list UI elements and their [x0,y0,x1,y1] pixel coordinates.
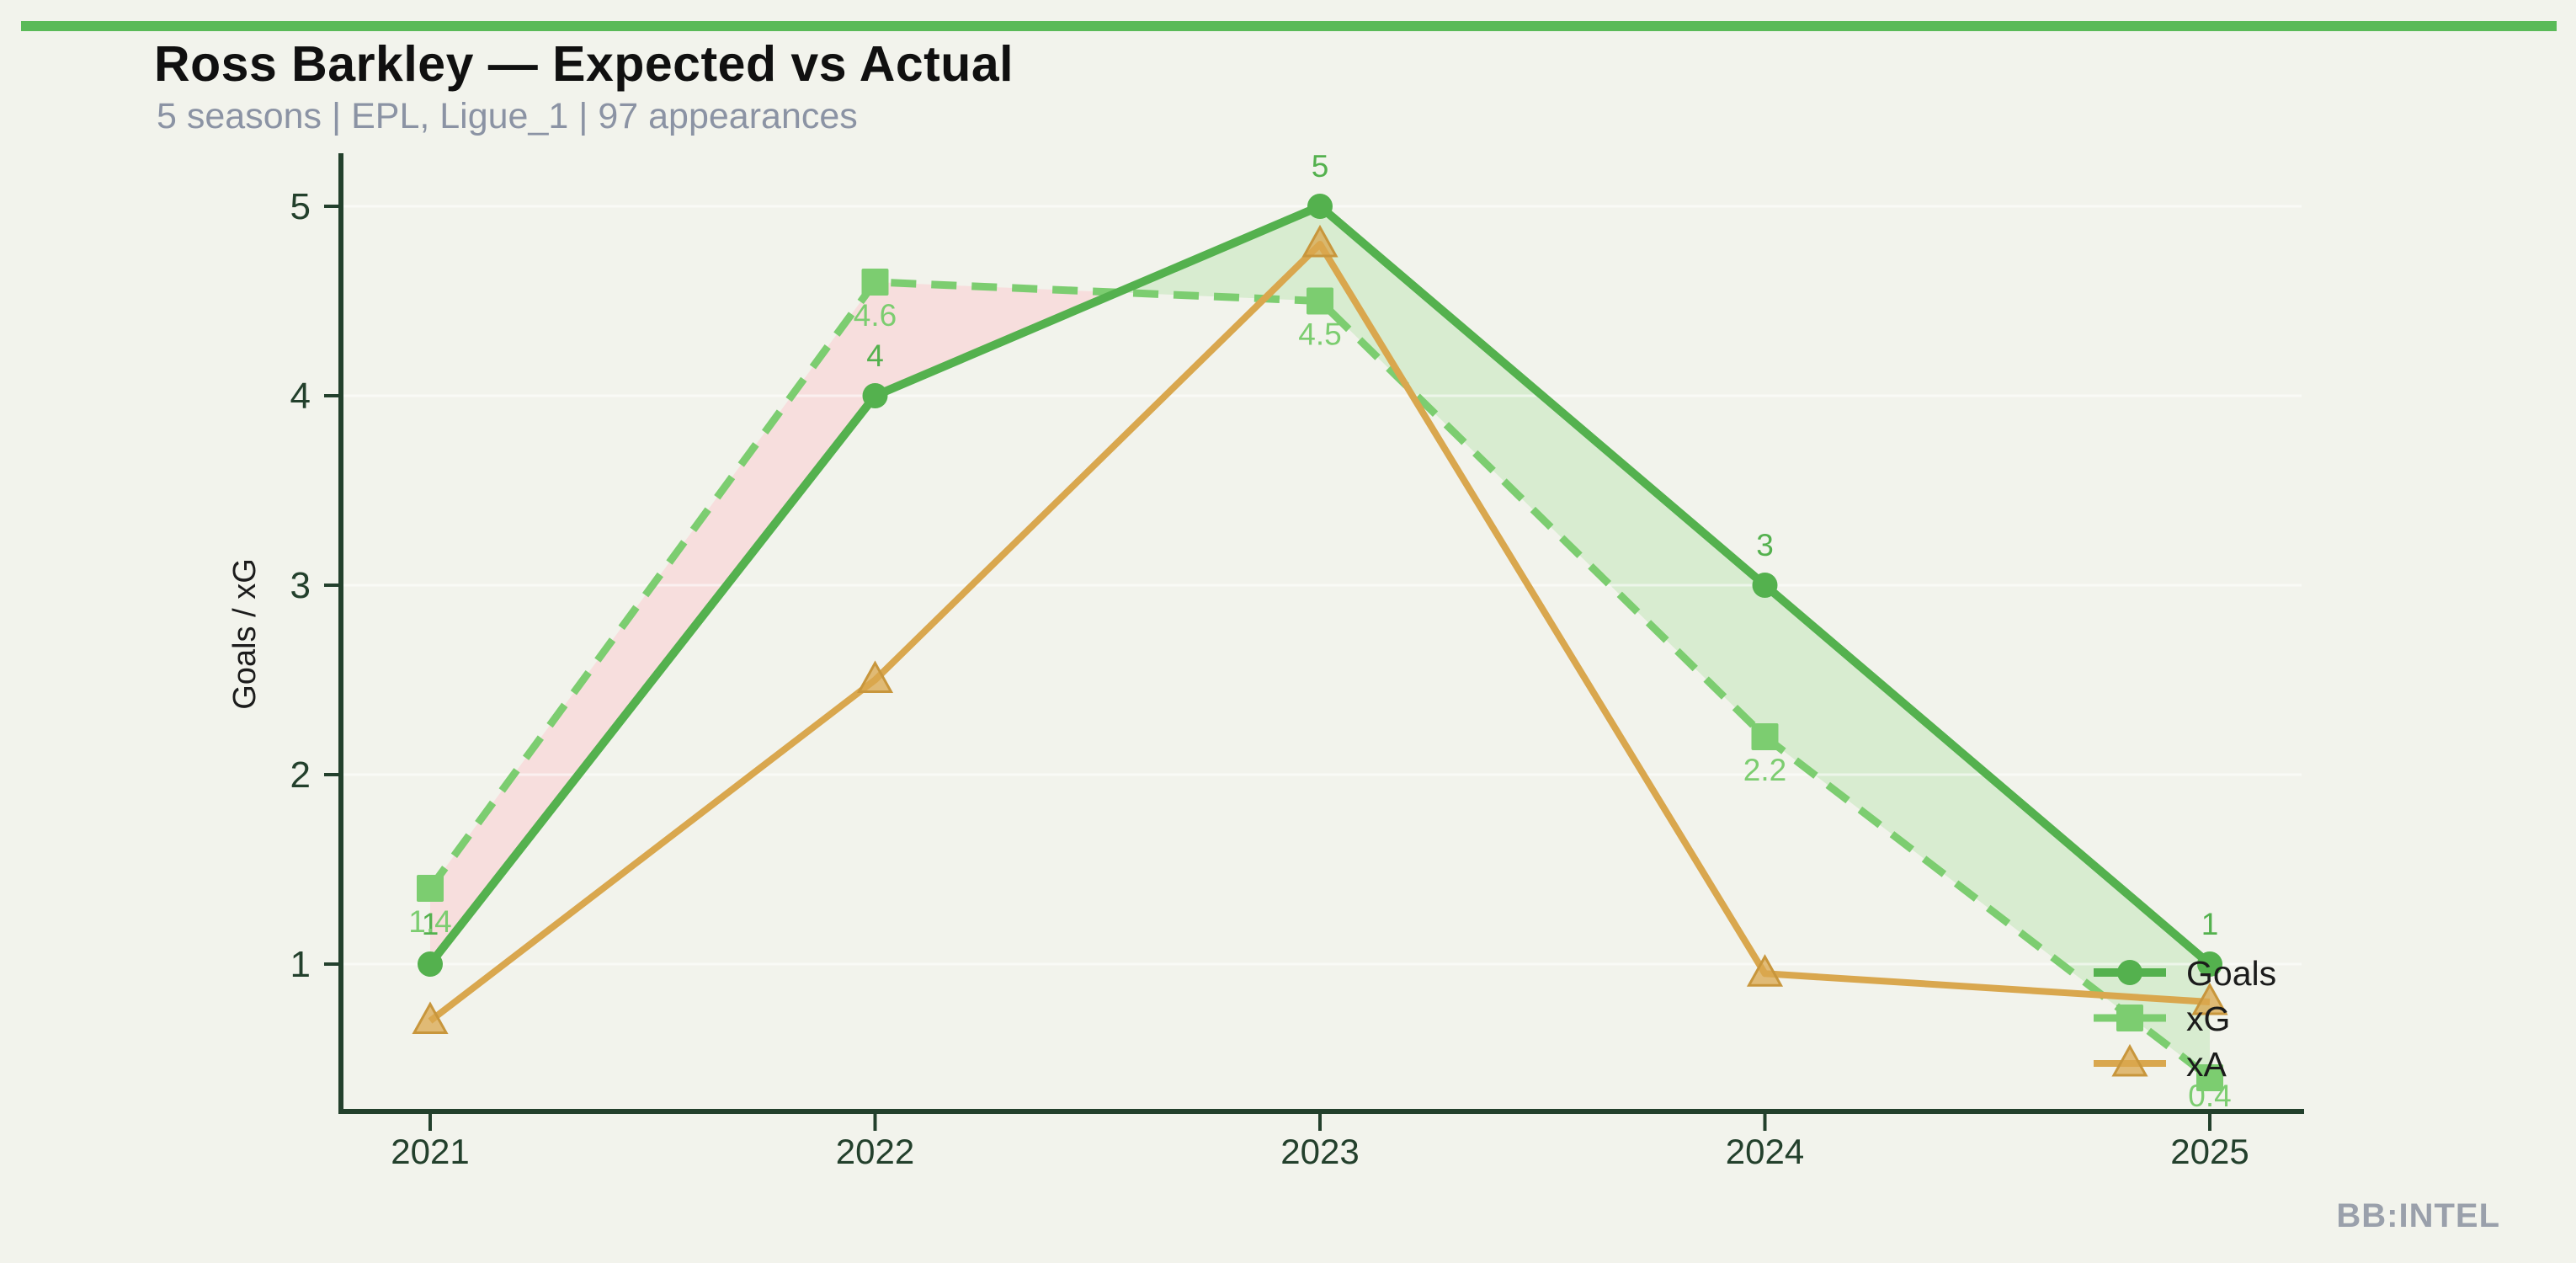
xg-point-label: 4.6 [854,298,897,333]
xg-marker [861,269,889,296]
xg-marker [2116,1005,2143,1031]
goals-marker [1307,194,1333,219]
y-tick-label: 3 [290,565,311,606]
y-tick-label: 5 [290,186,311,227]
x-tick-label: 2025 [2170,1132,2249,1171]
x-tick-label: 2023 [1280,1132,1359,1171]
xa-marker [2191,982,2228,1015]
x-tick-label: 2021 [391,1132,469,1171]
xa-marker [856,660,894,693]
legend-label-xg: xG [2186,999,2230,1038]
xg-point-label: 0.4 [2188,1079,2231,1113]
page-title: Ross Barkley — Expected vs Actual [154,36,1014,92]
goals-point-label: 3 [1756,528,1774,562]
xa-marker [1301,224,1339,258]
xa-marker [2111,1043,2148,1077]
goals-marker [418,951,443,977]
axes: 1 2 3 4 5 2021 2022 2023 2024 2025 Goals / xG [227,153,2304,1171]
goals-point-label: 1 [2201,907,2219,941]
series-xa [412,224,2228,1034]
top-accent-bar [21,21,2557,31]
xa-marker [412,1001,449,1034]
page-subtitle: 5 seasons | EPL, Ligue_1 | 97 appearance… [157,96,858,136]
x-tick-label: 2022 [836,1132,914,1171]
legend-label-goals: Goals [2186,954,2276,993]
series-xg [417,269,2223,1091]
xa-marker [1746,954,1784,987]
legend-item-xa: xA [2094,1043,2227,1084]
goals-marker [1752,573,1778,598]
fill-goals-above-xg [1117,206,2210,1078]
series-goals [418,194,2222,977]
goals-marker [862,383,888,408]
xg-marker [417,875,444,902]
y-tick-label: 1 [290,944,311,985]
y-axis-title: Goals / xG [227,558,263,710]
watermark: BB:INTEL [2336,1197,2500,1234]
fill-xg-above-goals [430,282,1118,964]
goals-marker [2117,960,2142,985]
xg-marker [1307,287,1333,315]
x-tick-label: 2024 [1726,1132,1804,1171]
xg-point-label: 4.5 [1298,317,1341,352]
goals-point-label: 4 [866,338,884,373]
xg-point-label: 2.2 [1743,753,1786,787]
legend-item-xg: xG [2094,999,2230,1038]
xg-marker [2196,1064,2223,1091]
xg-line [427,278,2212,1081]
y-tick-label: 4 [290,376,311,417]
goals-marker [2197,951,2222,977]
y-tick-label: 2 [290,754,311,796]
goals-point-label: 5 [1312,149,1329,184]
xg-point-label: 1.4 [408,904,451,939]
goals-point-label: 1 [422,907,439,941]
legend-label-xa: xA [2186,1045,2227,1084]
xa-line [428,241,2211,1024]
xg-marker [1751,723,1779,750]
legend-item-goals: Goals [2094,954,2276,993]
axis-spines [338,153,2304,1114]
legend: Goals xG xA [2094,954,2276,1084]
